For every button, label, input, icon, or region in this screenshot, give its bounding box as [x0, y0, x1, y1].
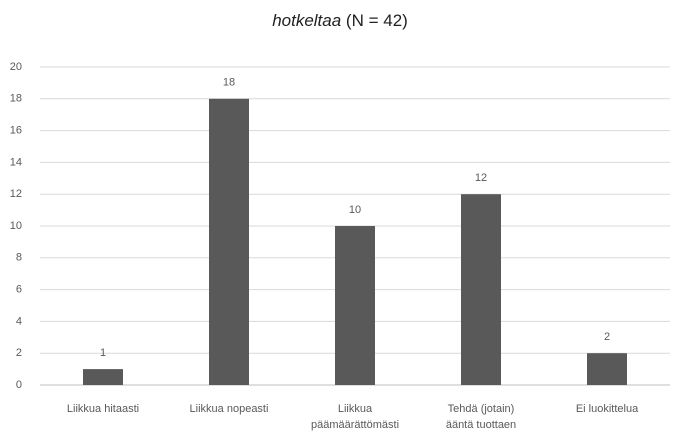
bar [83, 369, 123, 385]
bar [587, 353, 627, 385]
bar [335, 226, 375, 385]
x-tick-label: Liikkua hitaasti [67, 403, 139, 415]
title-italic: hotkeltaa [272, 11, 341, 30]
chart-title: hotkeltaa (N = 42) [272, 11, 408, 30]
data-label: 2 [604, 331, 610, 343]
y-tick-label: 10 [10, 220, 22, 232]
y-tick-label: 16 [10, 125, 22, 137]
x-tick-label: Liikkua nopeasti [190, 403, 269, 415]
y-tick-label: 18 [10, 93, 22, 105]
bar [209, 98, 249, 386]
y-tick-label: 4 [16, 315, 22, 327]
x-tick-label: ääntä tuottaen [446, 419, 516, 431]
y-tick-label: 8 [16, 252, 22, 264]
bar [461, 194, 501, 385]
x-tick-label: Tehdä (jotain) [448, 403, 515, 415]
y-tick-label: 20 [10, 61, 22, 73]
y-tick-label: 6 [16, 284, 22, 296]
data-label: 10 [349, 204, 361, 216]
x-tick-label: päämäärättömästi [311, 419, 399, 431]
y-tick-label: 2 [16, 347, 22, 359]
data-label: 1 [100, 347, 106, 359]
y-tick-label: 0 [16, 379, 22, 391]
data-label: 18 [223, 77, 235, 89]
x-tick-label: Ei luokittelua [576, 403, 639, 415]
title-rest: (N = 42) [346, 11, 408, 30]
y-tick-label: 12 [10, 188, 22, 200]
data-label: 12 [475, 172, 487, 184]
x-tick-label: Liikkua [338, 403, 373, 415]
y-tick-label: 14 [10, 156, 22, 168]
